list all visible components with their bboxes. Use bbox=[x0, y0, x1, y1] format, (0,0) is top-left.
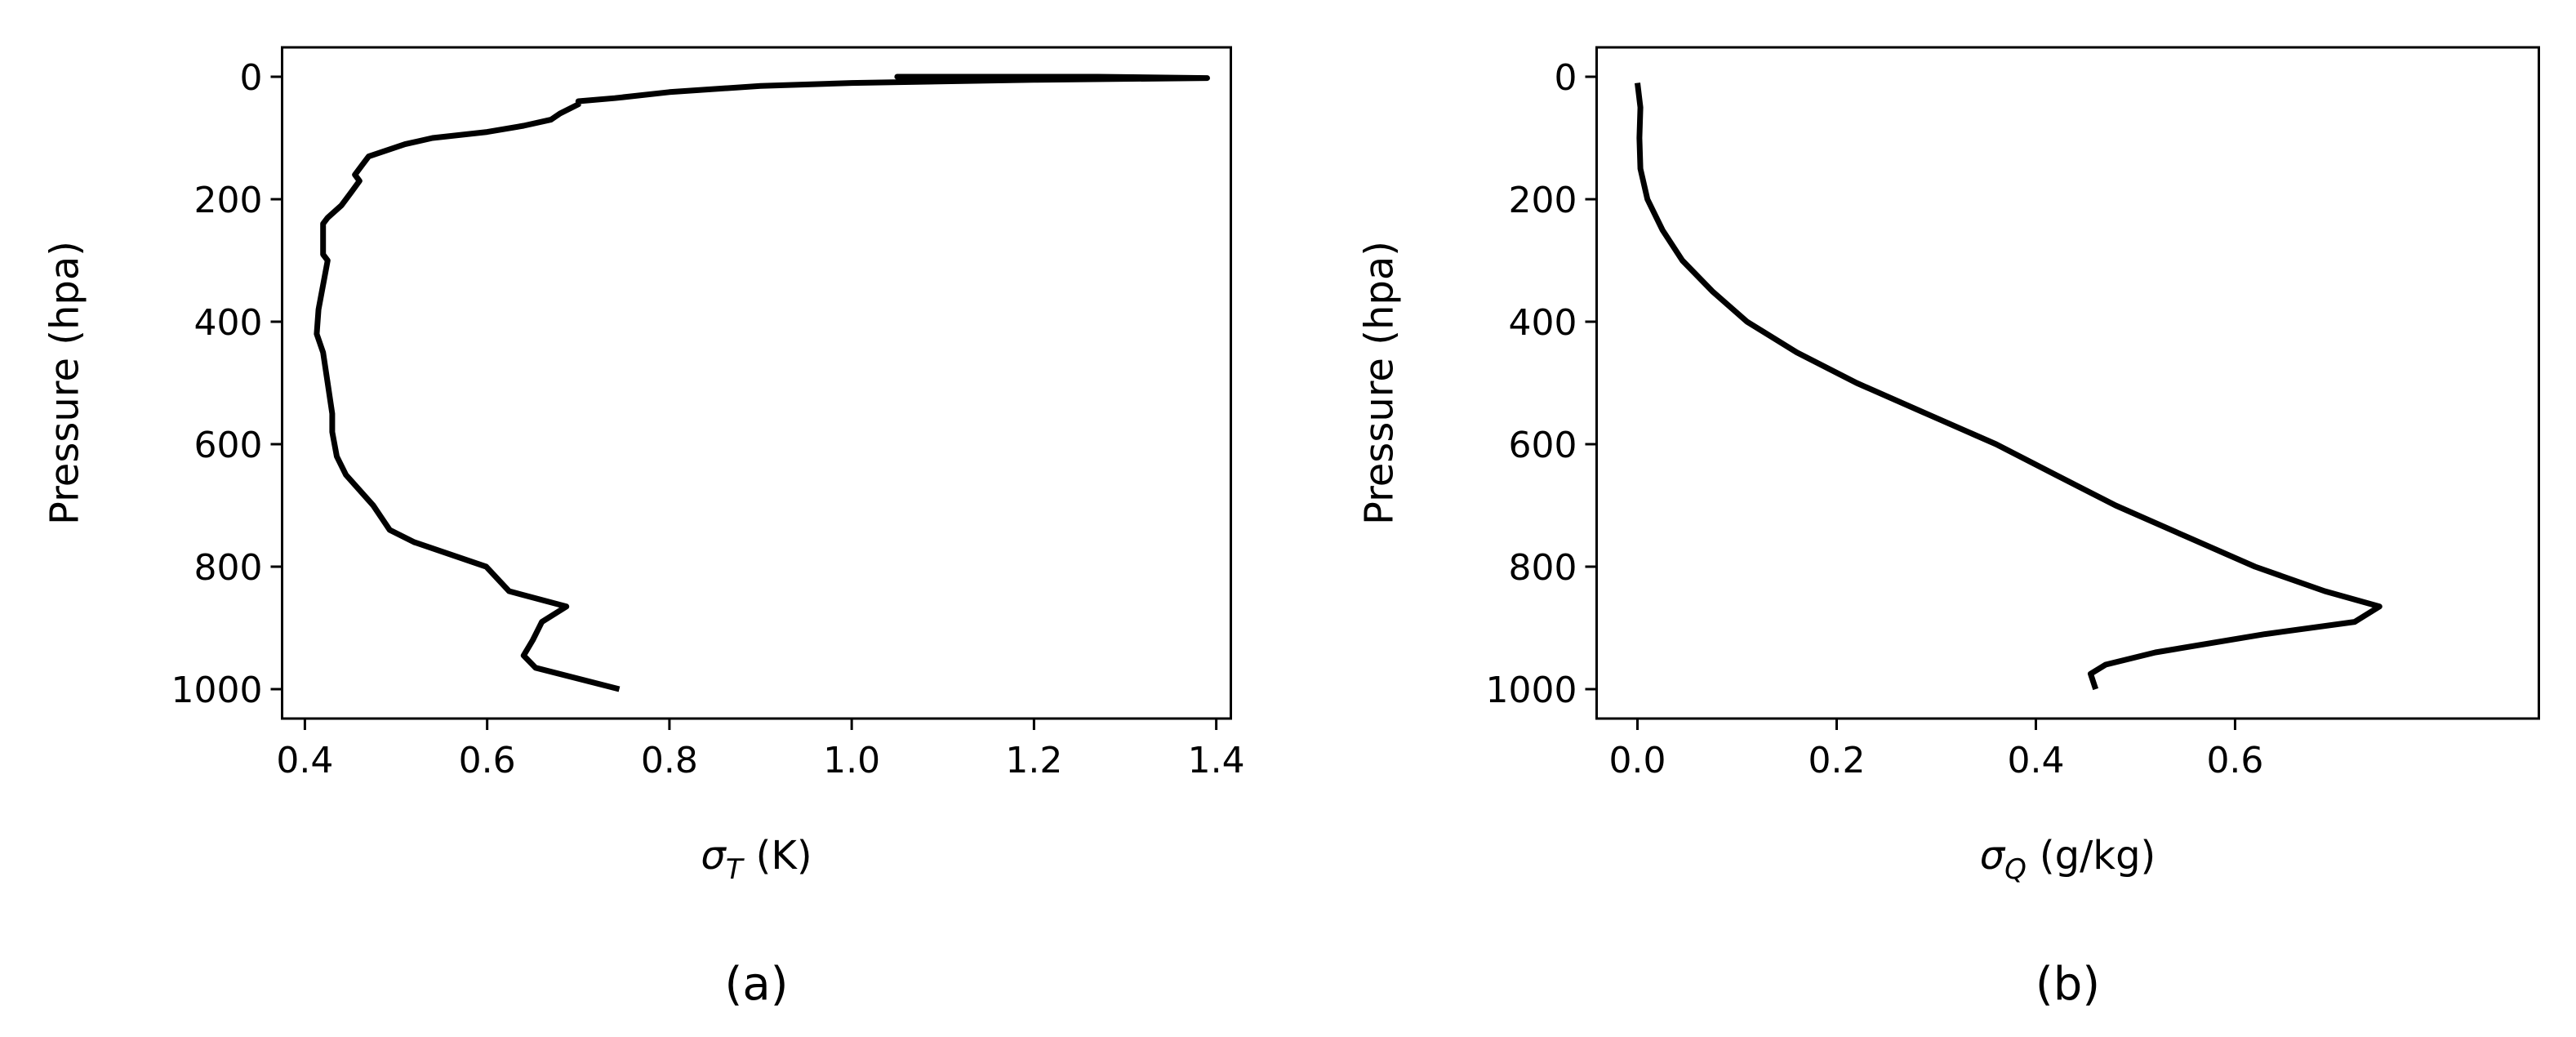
y-tick-label: 600 bbox=[194, 425, 263, 466]
y-tick-label: 400 bbox=[194, 302, 263, 344]
y-tick-label: 600 bbox=[1509, 425, 1577, 466]
y-tick-label: 200 bbox=[194, 180, 263, 221]
y-tick-label: 200 bbox=[1509, 180, 1577, 221]
x-tick-label: 1.2 bbox=[1005, 740, 1062, 781]
x-label-unit: (K) bbox=[756, 833, 812, 879]
x-tick-label: 0.6 bbox=[459, 740, 516, 781]
panel-caption: (b) bbox=[2035, 958, 2100, 1011]
y-tick-label: 0 bbox=[1555, 57, 1577, 99]
panel-caption: (a) bbox=[724, 958, 788, 1011]
x-tick-label: 0.6 bbox=[2206, 740, 2263, 781]
y-tick-label: 1000 bbox=[1486, 670, 1577, 711]
x-tick-label: 0.2 bbox=[1808, 740, 1865, 781]
x-tick-label: 0.0 bbox=[1609, 740, 1666, 781]
x-label-symbol: σ bbox=[701, 833, 727, 879]
y-tick-label: 800 bbox=[1509, 547, 1577, 589]
x-label-unit: (g/kg) bbox=[2040, 833, 2156, 879]
x-label-subscript: T bbox=[726, 853, 745, 886]
y-tick-label: 800 bbox=[194, 547, 263, 589]
x-tick-label: 0.4 bbox=[2007, 740, 2064, 781]
x-label-subscript: Q bbox=[2004, 853, 2027, 886]
y-tick-label: 1000 bbox=[171, 670, 263, 711]
y-axis-label: Pressure (hpa) bbox=[1357, 241, 1403, 525]
data-line bbox=[314, 73, 1210, 692]
axes-frame bbox=[281, 46, 1232, 720]
y-tick-label: 0 bbox=[240, 57, 263, 99]
x-label-symbol: σ bbox=[1980, 833, 2006, 879]
x-tick-label: 1.4 bbox=[1188, 740, 1245, 781]
x-axis-label: σT (K) bbox=[701, 833, 812, 886]
x-tick-label: 0.4 bbox=[276, 740, 333, 781]
x-axis-label: σQ (g/kg) bbox=[1980, 833, 2156, 886]
x-tick-label: 1.0 bbox=[823, 740, 880, 781]
axes-frame bbox=[1595, 46, 2540, 720]
y-tick-label: 400 bbox=[1509, 302, 1577, 344]
x-tick-label: 0.8 bbox=[641, 740, 698, 781]
data-line bbox=[1635, 82, 2382, 691]
y-axis-label: Pressure (hpa) bbox=[42, 241, 88, 525]
